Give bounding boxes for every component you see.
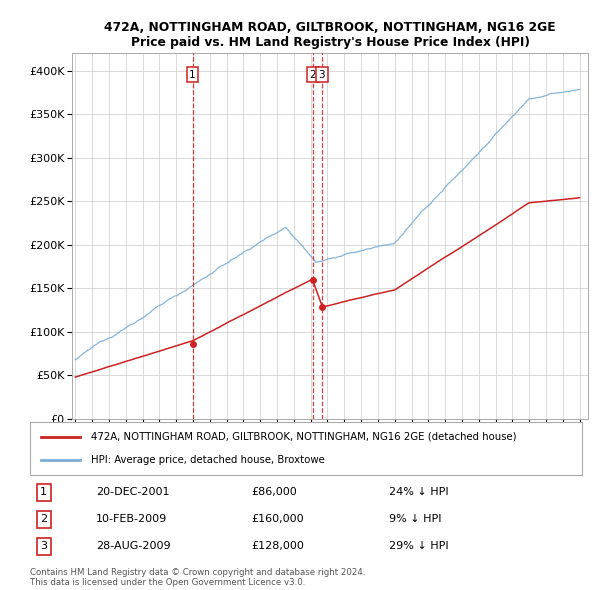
Text: 24% ↓ HPI: 24% ↓ HPI xyxy=(389,487,448,497)
Text: 10-FEB-2009: 10-FEB-2009 xyxy=(96,514,167,525)
Text: 2: 2 xyxy=(40,514,47,525)
Text: 3: 3 xyxy=(40,542,47,552)
Text: £86,000: £86,000 xyxy=(251,487,296,497)
Text: 29% ↓ HPI: 29% ↓ HPI xyxy=(389,542,448,552)
Title: 472A, NOTTINGHAM ROAD, GILTBROOK, NOTTINGHAM, NG16 2GE
Price paid vs. HM Land Re: 472A, NOTTINGHAM ROAD, GILTBROOK, NOTTIN… xyxy=(104,21,556,49)
Text: 20-DEC-2001: 20-DEC-2001 xyxy=(96,487,170,497)
Text: 9% ↓ HPI: 9% ↓ HPI xyxy=(389,514,442,525)
Text: 1: 1 xyxy=(40,487,47,497)
Text: 2: 2 xyxy=(310,70,316,80)
Text: £160,000: £160,000 xyxy=(251,514,304,525)
Text: £128,000: £128,000 xyxy=(251,542,304,552)
Text: 3: 3 xyxy=(319,70,325,80)
Text: Contains HM Land Registry data © Crown copyright and database right 2024.
This d: Contains HM Land Registry data © Crown c… xyxy=(30,568,365,587)
Text: 472A, NOTTINGHAM ROAD, GILTBROOK, NOTTINGHAM, NG16 2GE (detached house): 472A, NOTTINGHAM ROAD, GILTBROOK, NOTTIN… xyxy=(91,432,517,442)
Text: 28-AUG-2009: 28-AUG-2009 xyxy=(96,542,171,552)
Text: HPI: Average price, detached house, Broxtowe: HPI: Average price, detached house, Brox… xyxy=(91,455,325,465)
Text: 1: 1 xyxy=(189,70,196,80)
